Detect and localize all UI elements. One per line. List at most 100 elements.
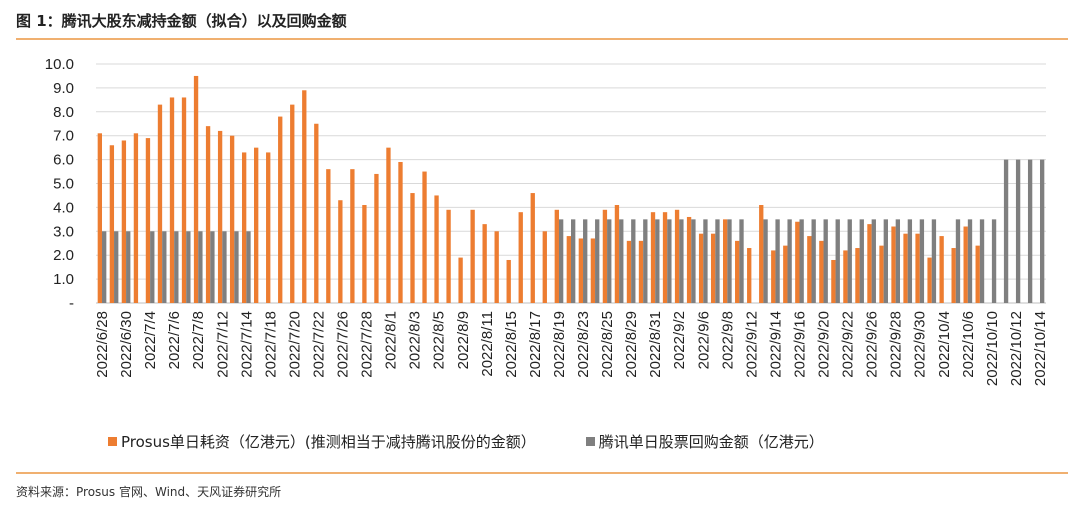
bar-prosus — [747, 248, 752, 303]
x-tick-label: 2022/8/5 — [431, 311, 448, 369]
x-tick-label: 2022/9/2 — [671, 311, 688, 369]
bar-prosus — [951, 248, 956, 303]
bar-buyback — [1003, 159, 1009, 303]
bar-buyback — [234, 231, 239, 303]
bar-prosus — [278, 116, 283, 303]
x-tick-label: 2022/8/23 — [575, 311, 592, 378]
bar-buyback — [102, 231, 107, 303]
bar-chart: - 1.0 2.0 3.0 4.0 5.0 6.0 7.0 8.0 9.0 10.0 2022/6/2… — [45, 56, 1049, 386]
bar-buyback — [631, 219, 636, 303]
bar-prosus — [434, 195, 439, 303]
bar-prosus — [626, 240, 632, 303]
bar-prosus — [181, 97, 187, 304]
x-tick-label: 2022/6/28 — [94, 311, 111, 378]
bar-prosus — [518, 212, 523, 303]
bar-prosus — [590, 238, 596, 303]
bar-buyback — [739, 219, 744, 303]
x-tick-label: 2022/9/20 — [816, 311, 833, 378]
x-tick-label: 2022/8/19 — [551, 311, 568, 378]
x-tick-label: 2022/9/14 — [767, 311, 784, 378]
bar-prosus — [831, 259, 836, 303]
bar-buyback — [174, 231, 179, 303]
bar-prosus — [843, 250, 848, 303]
bar-buyback — [558, 219, 564, 303]
x-tick-label: 2022/8/29 — [623, 311, 640, 378]
bar-prosus — [686, 216, 692, 303]
bar-buyback — [967, 219, 973, 303]
bar-prosus — [217, 130, 223, 303]
bar-buyback — [198, 231, 203, 303]
legend-item-buyback: 腾讯单日股票回购金额（亿港元） — [585, 431, 824, 452]
bar-prosus — [975, 245, 980, 303]
bar-buyback — [991, 219, 997, 303]
bar-prosus — [326, 169, 331, 303]
bar-prosus — [554, 209, 559, 303]
bar-buyback — [895, 219, 901, 303]
legend-item-prosus: Prosus单日耗资（亿港元）(推测相当于减持腾讯股份的金额） — [108, 431, 536, 452]
x-tick-label: 2022/9/28 — [888, 311, 905, 378]
bar-buyback — [1027, 159, 1033, 303]
x-tick-label: 2022/9/30 — [912, 311, 929, 378]
bar-buyback — [787, 219, 792, 303]
bar-prosus — [650, 212, 656, 303]
y-tick-label: 2.0 — [53, 247, 74, 264]
bar-prosus — [193, 75, 199, 303]
x-tick-label: 2022/10/14 — [1032, 311, 1049, 386]
bar-prosus — [963, 226, 968, 303]
bar-buyback — [847, 219, 852, 303]
x-tick-label: 2022/7/8 — [190, 311, 207, 369]
bar-prosus — [145, 138, 151, 303]
bar-buyback — [715, 219, 720, 303]
bar-prosus — [302, 90, 307, 303]
bar-prosus — [867, 224, 872, 303]
legend-swatch-prosus — [108, 437, 117, 446]
bar-buyback — [126, 231, 131, 303]
bar-prosus — [386, 147, 391, 303]
bar-buyback — [883, 219, 888, 303]
bar-prosus — [879, 245, 884, 303]
x-tick-label: 2022/9/26 — [864, 311, 881, 378]
bar-prosus — [482, 224, 487, 303]
y-tick-label: 5.0 — [53, 176, 74, 193]
x-tick-label: 2022/7/18 — [262, 311, 279, 378]
bar-prosus — [735, 240, 740, 303]
bar-buyback — [775, 219, 780, 303]
y-tick-label: 3.0 — [53, 223, 74, 240]
bar-buyback — [979, 219, 985, 303]
bar-prosus — [458, 257, 463, 303]
bar-buyback — [727, 219, 732, 303]
bar-prosus — [759, 205, 764, 303]
y-tick-label: 6.0 — [53, 152, 74, 169]
legend: Prosus单日耗资（亿港元）(推测相当于减持腾讯股份的金额） 腾讯单日股票回购… — [108, 431, 874, 452]
x-tick-label: 2022/8/11 — [479, 311, 496, 377]
y-tick-label: 7.0 — [53, 128, 74, 145]
bar-prosus — [662, 212, 668, 303]
bar-prosus — [374, 173, 379, 303]
bar-prosus — [674, 209, 680, 303]
bar-prosus — [290, 104, 295, 303]
x-tick-label: 2022/10/12 — [1008, 311, 1025, 386]
x-tick-label: 2022/7/22 — [310, 311, 327, 378]
x-tick-label: 2022/8/17 — [527, 311, 544, 378]
bar-prosus — [205, 126, 211, 303]
x-tick-label: 2022/8/25 — [599, 311, 616, 378]
bar-prosus — [638, 240, 644, 303]
bar-prosus — [97, 133, 103, 303]
bar-buyback — [186, 231, 191, 303]
bar-prosus — [819, 240, 824, 303]
legend-label-prosus: Prosus单日耗资（亿港元）(推测相当于减持腾讯股份的金额） — [121, 433, 536, 451]
bar-prosus — [927, 257, 932, 303]
chart-title: 图 1：腾讯大股东减持金额（拟合）以及回购金额 — [16, 12, 347, 30]
bar-prosus — [229, 135, 235, 303]
bar-prosus — [470, 209, 475, 303]
x-tick-label: 2022/7/12 — [214, 311, 231, 378]
bar-prosus — [614, 205, 620, 303]
bar-buyback — [691, 219, 696, 303]
bar-prosus — [506, 259, 511, 303]
bar-prosus — [133, 133, 139, 303]
bar-prosus — [566, 236, 571, 303]
bar-prosus — [410, 193, 415, 303]
bar-prosus — [891, 226, 896, 303]
bar-buyback — [222, 231, 227, 303]
x-tick-label: 2022/10/4 — [936, 311, 953, 378]
